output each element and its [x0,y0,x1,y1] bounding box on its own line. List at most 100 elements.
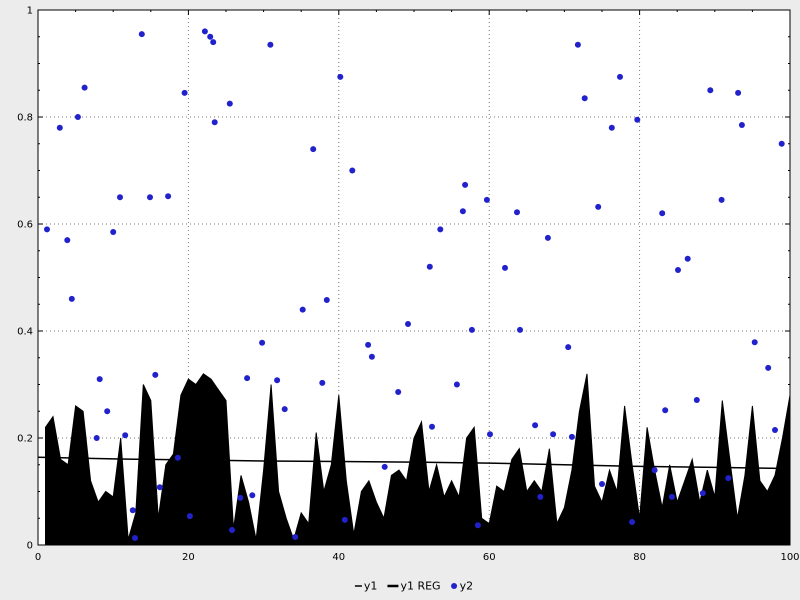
scatter-point-y2 [337,73,344,80]
scatter-point-y2 [608,124,615,131]
scatter-point-y2 [147,194,153,201]
scatter-point-y2 [299,306,306,313]
scatter-point-y2 [129,507,136,514]
scatter-point-y2 [453,381,460,388]
scatter-point-y2 [138,31,145,38]
scatter-point-y2 [104,408,111,415]
scatter-point-y2 [207,33,214,40]
scatter-point-y2 [738,122,745,128]
scatter-point-y2 [259,339,266,346]
scatter-point-y2 [244,375,251,382]
scatter-point-y2 [152,371,159,378]
scatter-point-y2 [617,73,623,80]
scatter-point-y2 [778,140,785,147]
scatter-point-y2 [550,431,557,438]
scatter-point-y2 [725,475,732,482]
x-tick-label: 40 [332,552,345,563]
scatter-point-y2 [201,28,208,35]
scatter-point-y2 [249,492,256,499]
scatter-point-y2 [64,237,71,244]
legend-dot-sample [451,583,458,589]
plot-border [37,9,791,546]
x-tick-label: 80 [633,552,646,563]
scatter-point-y2 [707,87,714,94]
y-tick-label: 0.2 [17,434,33,445]
scatter-point-y2 [181,89,188,96]
scatter-point-y2 [684,255,691,262]
scatter-point-y2 [544,234,551,241]
scatter-point-y2 [735,89,742,96]
scatter-point-y2 [281,406,288,413]
scatter-point-y2 [487,431,493,438]
y-tick-label: 1 [27,6,33,17]
scatter-point-y2 [651,467,658,474]
scatter-point-y2 [381,463,388,470]
scatter-point-y2 [210,39,217,46]
scatter-point-y2 [634,116,641,123]
scatter-point-y2 [44,226,50,233]
legend-label: y1 REG [400,580,440,593]
scatter-point-y2 [765,364,772,371]
scatter-point-y2 [132,535,138,541]
scatter-point-y2 [174,454,181,461]
legend-label: y2 [460,580,474,593]
scatter-point-y2 [517,326,523,333]
scatter-point-y2 [599,481,605,487]
scatter-point-y2 [395,389,402,395]
scatter-point-y2 [595,203,602,210]
scatter-point-y2 [165,193,172,200]
scatter-point-y2 [514,209,520,216]
y-tick-label: 0.8 [17,113,33,124]
x-tick-label: 0 [35,552,41,563]
scatter-point-y2 [310,146,317,153]
scatter-point-y2 [668,493,675,500]
scatter-point-y2 [365,341,372,348]
scatter-point-y2 [405,321,411,327]
scatter-point-y2 [274,377,281,384]
scatter-point-y2 [56,124,63,131]
scatter-point-y2 [474,522,481,529]
scatter-point-y2 [751,339,758,346]
scatter-point-y2 [122,432,129,439]
x-tick-label: 100 [780,552,799,563]
scatter-point-y2 [186,513,193,520]
x-tick-label: 60 [483,552,496,563]
scatter-point-y2 [675,267,681,273]
scatter-point-y2 [341,516,348,523]
scatter-point-y2 [718,196,725,203]
scatter-point-y2 [74,114,81,120]
scatter-point-y2 [426,263,433,270]
scatter-point-y2 [368,353,375,360]
scatter-point-y2 [429,423,435,430]
scatter-point-y2 [659,210,666,217]
x-tick-label: 20 [182,552,195,563]
scatter-point-y2 [565,344,572,351]
scatter-point-y2 [156,484,163,491]
scatter-point-y2 [229,527,235,533]
legend-label: y1 [364,580,378,593]
scatter-point-y2 [468,326,475,333]
scatter-point-y2 [693,397,700,403]
scatter-point-y2 [772,427,778,433]
y-tick-label: 0.6 [17,220,33,231]
scatter-point-y2 [574,41,581,48]
scatter-point-y2 [459,208,466,215]
scatter-point-y2 [532,422,539,429]
scatter-point-y2 [699,490,706,497]
regression-line-y1 [37,456,791,470]
scatter-point-y2 [629,519,636,525]
scatter-point-y2 [110,229,117,235]
y-tick-label: 0 [27,541,33,552]
scatter-point-y2 [292,534,299,540]
scatter-point-y2 [81,84,88,91]
scatter-point-y2 [319,379,326,386]
scatter-point-y2 [581,95,588,102]
y-tick-label: 0.4 [17,327,33,338]
scatter-point-y2 [537,493,544,500]
scatter-point-y2 [96,376,103,383]
scatter-point-y2 [437,226,444,233]
scatter-point-y2 [267,41,274,48]
scatter-point-y2 [117,194,123,201]
scatter-point-y2 [323,297,330,303]
